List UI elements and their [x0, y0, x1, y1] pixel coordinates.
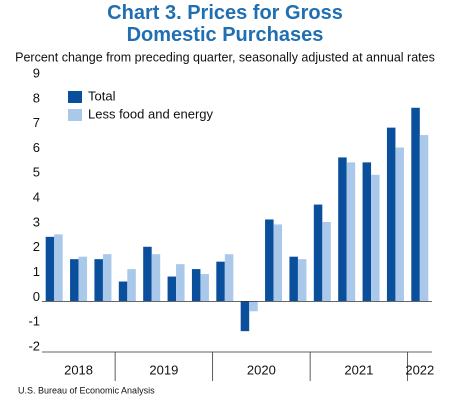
bar: [289, 256, 298, 302]
bar: [371, 174, 380, 302]
bar: [102, 254, 112, 302]
y-tick-label: -1: [28, 314, 40, 329]
bar: [94, 259, 103, 302]
y-tick-label: 3: [33, 214, 40, 229]
bar: [45, 236, 55, 302]
legend-label: Total: [88, 88, 116, 103]
bar: [54, 234, 63, 302]
x-tick-label: 2020: [247, 362, 276, 377]
y-tick-label: 4: [33, 190, 40, 205]
bar: [297, 259, 307, 302]
bar: [362, 162, 372, 302]
x-tick-label: 2022: [405, 362, 434, 377]
bar: [313, 204, 323, 302]
bar: [411, 107, 420, 302]
bar: [151, 254, 161, 302]
bar: [265, 219, 274, 302]
y-tick-label: 1: [33, 264, 40, 279]
bar: [127, 269, 136, 302]
y-tick-label: -2: [28, 338, 40, 353]
y-tick-label: 2: [33, 239, 40, 254]
y-tick-label: 9: [33, 65, 40, 80]
legend-label: Less food and energy: [88, 106, 214, 121]
chart-title: Chart 3. Prices for Gross Domestic Purch…: [107, 2, 343, 46]
legend-swatch: [68, 91, 82, 103]
y-tick-label: 7: [33, 115, 40, 130]
y-tick-label: 8: [33, 90, 40, 105]
bar: [386, 127, 396, 302]
bar: [346, 162, 356, 302]
x-tick-label: 2019: [149, 362, 178, 377]
bar: [78, 256, 88, 302]
bar: [216, 261, 225, 302]
y-tick-label: 6: [33, 140, 40, 155]
bar: [240, 301, 250, 332]
x-tick-label: 2018: [64, 362, 93, 377]
source: U.S. Bureau of Economic Analysis: [18, 385, 155, 395]
bar: [419, 135, 429, 302]
bar: [167, 276, 177, 302]
bar: [143, 246, 152, 302]
y-tick-label: 5: [33, 165, 40, 180]
bar: [322, 221, 331, 302]
y-tick-label: 0: [33, 289, 40, 304]
chart-subtitle: Percent change from preceding quarter, s…: [15, 50, 435, 64]
bar: [70, 259, 79, 302]
legend-swatch: [68, 109, 82, 121]
bar: [191, 269, 201, 302]
bar: [176, 264, 185, 302]
bar: [224, 254, 234, 302]
bar: [395, 147, 404, 302]
bar: [249, 301, 258, 312]
bar: [118, 281, 128, 302]
bar: [200, 274, 209, 302]
bar: [338, 157, 347, 302]
x-tick-label: 2021: [344, 362, 373, 377]
bar: [273, 224, 283, 302]
